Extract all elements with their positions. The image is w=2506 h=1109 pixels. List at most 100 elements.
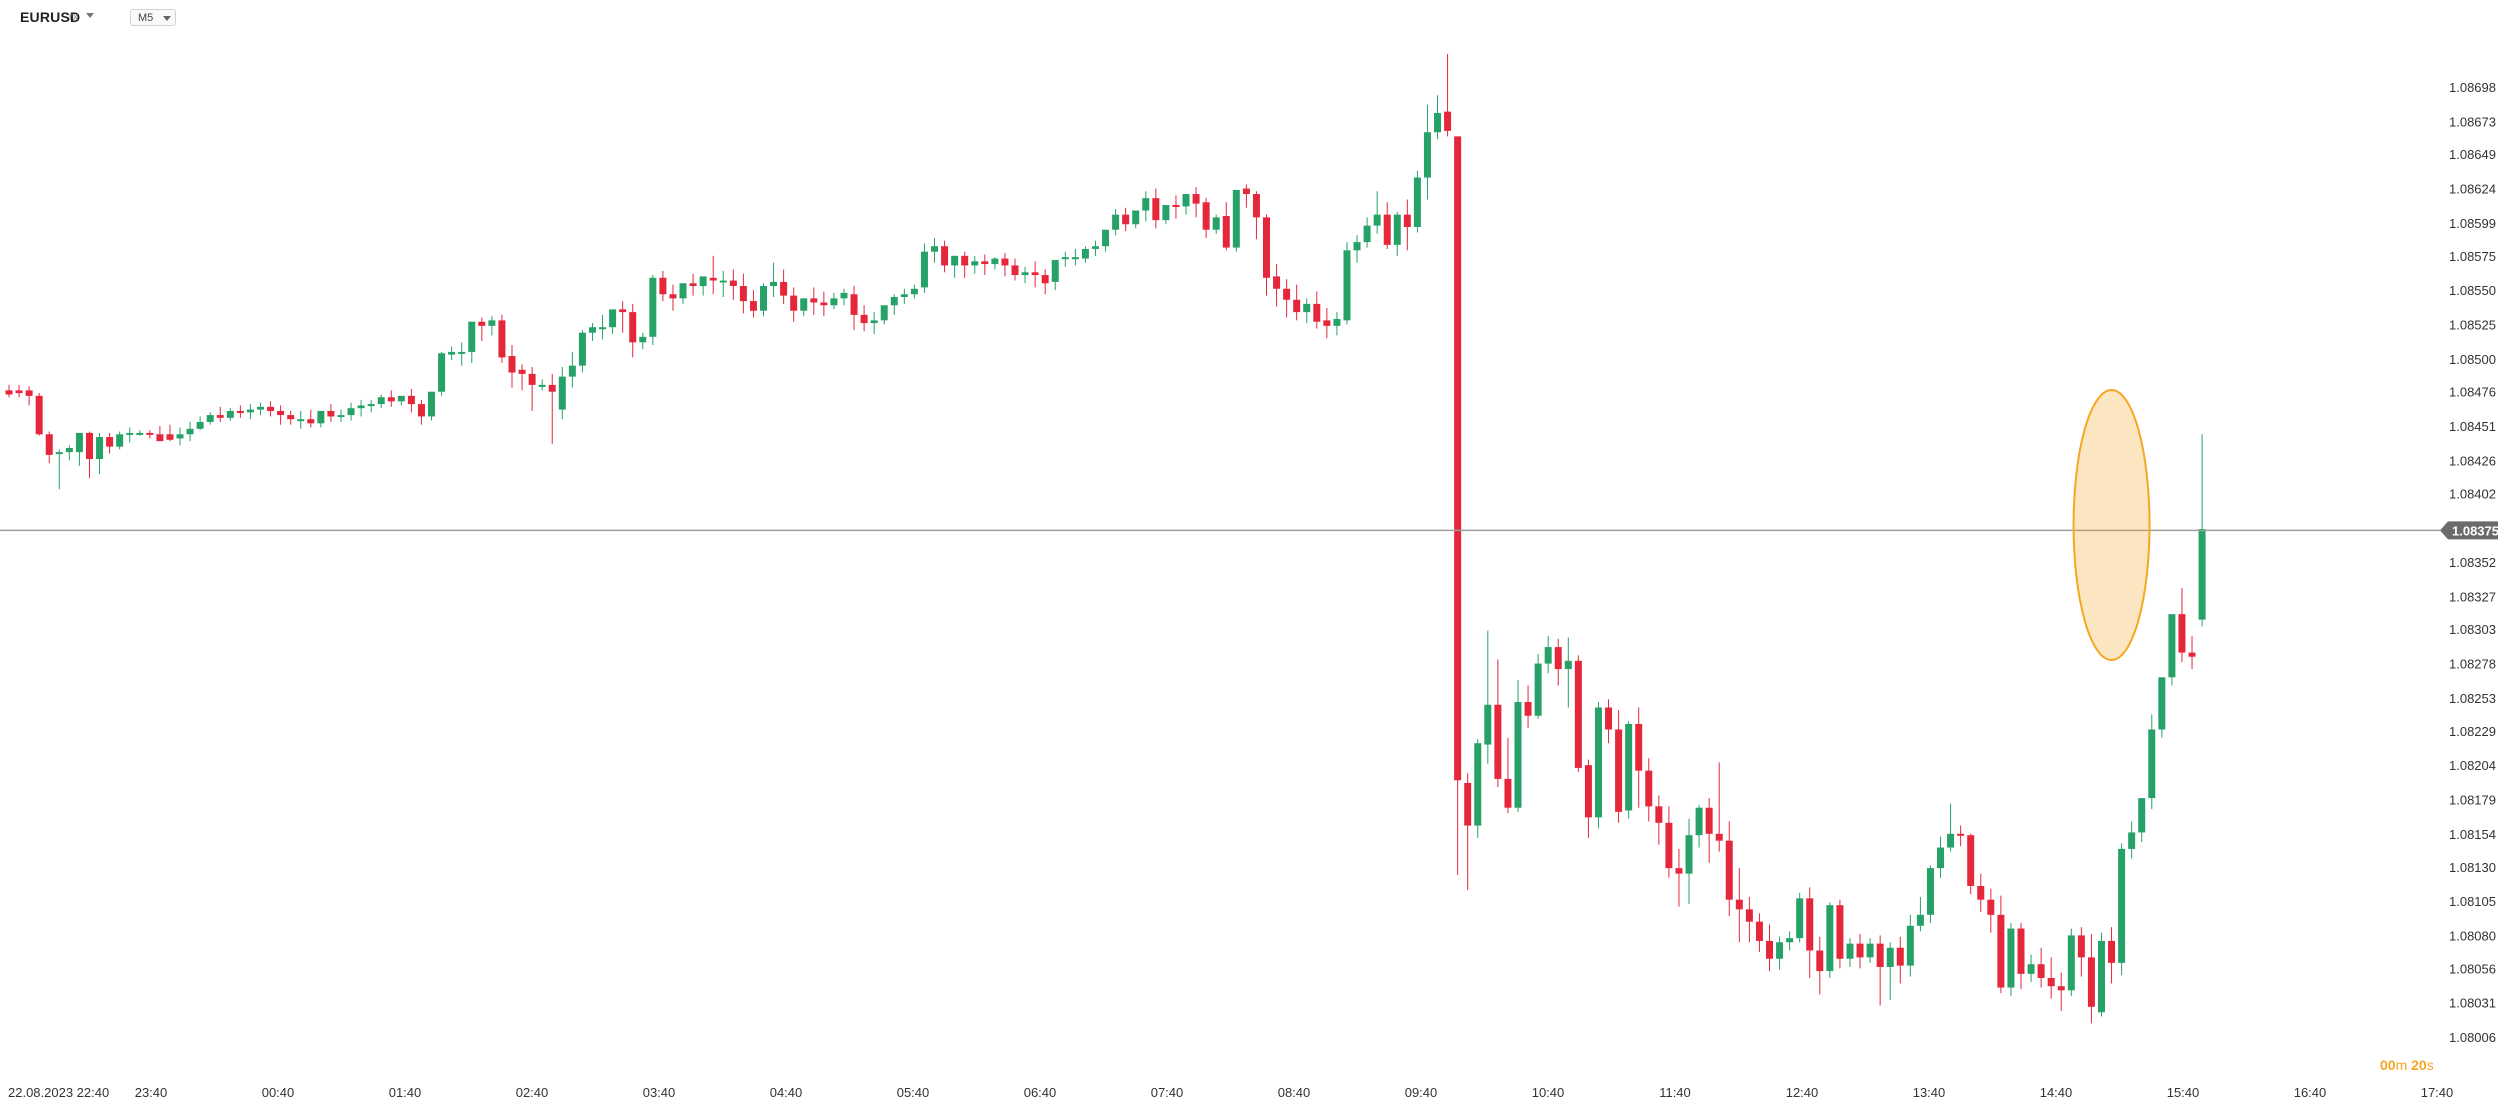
price-tick-label: 1.08006 (2449, 1030, 2496, 1045)
candle-bear (5, 390, 13, 395)
price-tick-label: 1.08673 (2449, 114, 2496, 129)
candle-bear (1524, 702, 1532, 716)
candle-bull (1594, 707, 1602, 818)
time-tick-label: 08:40 (1278, 1085, 1311, 1100)
candle-bear (1454, 136, 1462, 781)
candle-bear (619, 309, 627, 313)
symbol-name[interactable]: EURUSD (20, 9, 81, 25)
candle-bear (35, 395, 43, 435)
candle-bull (1906, 925, 1914, 966)
candle-bull (2118, 848, 2126, 963)
candle-bear (1715, 833, 1723, 841)
candle-bull (649, 277, 657, 337)
candle-bull (317, 410, 325, 424)
candle-bull (699, 276, 707, 287)
candle-bear (1806, 898, 1814, 951)
candle-bull (438, 353, 446, 392)
time-tick-label: 12:40 (1786, 1085, 1819, 1100)
candle-bear (629, 312, 637, 343)
candle-bull (1021, 272, 1029, 276)
price-tick-label: 1.08624 (2449, 182, 2496, 197)
candle-bull (176, 434, 184, 439)
time-tick-label: 10:40 (1532, 1085, 1565, 1100)
candle-bull (458, 351, 466, 354)
candle-bull (1947, 833, 1955, 848)
price-tick-label: 1.08056 (2449, 961, 2496, 976)
candle-bull (377, 397, 385, 405)
time-tick-label: 01:40 (389, 1085, 422, 1100)
candle-bear (1152, 198, 1160, 221)
candle-bull (357, 405, 365, 409)
candle-bear (1816, 950, 1824, 972)
candle-bear (2057, 986, 2065, 991)
candle-bear (1031, 272, 1039, 276)
candle-bear (2047, 977, 2055, 987)
candle-bull (1081, 248, 1089, 259)
countdown-seconds-unit: s (2426, 1057, 2434, 1073)
candle-bull (2128, 832, 2136, 849)
candle-bear (1222, 216, 1230, 248)
candle-bull (679, 283, 687, 299)
time-tick-label: 13:40 (1913, 1085, 1946, 1100)
candle-countdown: 00m 20s (2380, 1057, 2434, 1073)
price-tick-label: 1.08327 (2449, 589, 2496, 604)
candle-bull (719, 280, 727, 283)
candle-bull (1232, 189, 1240, 248)
time-tick-label: 16:40 (2294, 1085, 2327, 1100)
candle-bear (669, 294, 677, 299)
candle-bear (1273, 276, 1281, 289)
candle-bull (96, 437, 104, 460)
candle-bull (55, 452, 63, 455)
candle-bull (931, 246, 939, 252)
candle-bull (1544, 647, 1552, 664)
candle-bear (1876, 943, 1884, 967)
current-price-tag (2440, 521, 2498, 540)
candle-bull (226, 410, 234, 418)
time-tick-label: 05:40 (897, 1085, 930, 1100)
candle-bull (246, 409, 254, 413)
candle-bear (1283, 288, 1291, 300)
candle-bear (961, 255, 969, 266)
candle-bull (1212, 217, 1220, 230)
candle-bull (1916, 914, 1924, 926)
time-tick-label: 22.08.2023 22:40 (8, 1085, 109, 1100)
price-tick-label: 1.08179 (2449, 792, 2496, 807)
candle-bear (1645, 770, 1653, 807)
candle-bull (2158, 677, 2166, 730)
candle-bull (1343, 250, 1351, 321)
candle-bull (830, 298, 838, 306)
time-tick-label: 00:40 (262, 1085, 295, 1100)
candle-bull (1132, 210, 1140, 225)
price-tick-label: 1.08550 (2449, 283, 2496, 298)
candle-bear (1464, 783, 1472, 826)
timeframe-selector[interactable]: M5 (130, 9, 176, 26)
candle-bear (1615, 729, 1623, 812)
candle-bear (307, 419, 315, 424)
countdown-seconds: 20 (2411, 1057, 2427, 1073)
candle-bull (800, 298, 808, 311)
candle-bear (1675, 868, 1683, 874)
candle-bear (417, 404, 425, 417)
current-price-label: 1.08375 (2452, 523, 2499, 538)
candle-bull (1474, 743, 1482, 826)
candle-bull (488, 320, 496, 326)
candle-bear (236, 410, 244, 413)
price-tick-label: 1.08426 (2449, 453, 2496, 468)
candle-bear (146, 432, 154, 435)
candle-bear (1635, 723, 1643, 771)
candle-bull (1071, 257, 1079, 260)
time-tick-label: 03:40 (643, 1085, 676, 1100)
time-tick-label: 15:40 (2167, 1085, 2200, 1100)
candle-bear (689, 283, 697, 287)
candle-bull (136, 432, 144, 435)
price-tick-label: 1.08031 (2449, 996, 2496, 1011)
candle-bull (1353, 242, 1361, 251)
symbol-dropdown-icon[interactable] (86, 13, 94, 18)
candle-bull (428, 391, 436, 417)
candle-bear (156, 434, 164, 442)
candle-bull (1162, 205, 1170, 221)
candle-bear (780, 281, 788, 296)
candle-bull (1393, 214, 1401, 245)
candle-bear (1605, 707, 1613, 730)
